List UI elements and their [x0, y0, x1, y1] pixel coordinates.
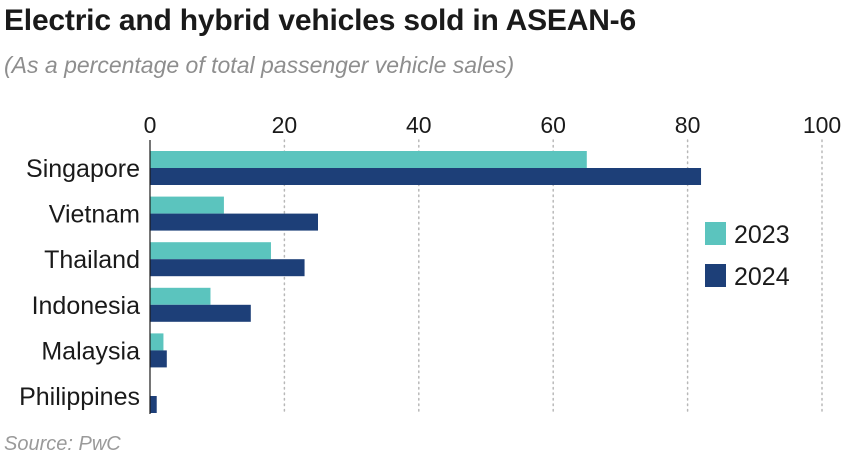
bar-malaysia-2024 — [150, 350, 167, 368]
bar-indonesia-2024 — [150, 304, 251, 322]
chart-title: Electric and hybrid vehicles sold in ASE… — [4, 4, 636, 37]
legend: 2023 2024 — [705, 221, 790, 291]
chart-subtitle: (As a percentage of total passenger vehi… — [4, 52, 515, 78]
gridlines — [283, 139, 823, 415]
bar-vietnam-2023 — [150, 196, 224, 214]
x-tick-label-40: 40 — [406, 112, 432, 138]
bar-malaysia-2023 — [150, 333, 164, 351]
bar-indonesia-2023 — [150, 287, 211, 305]
category-label-malaysia: Malaysia — [41, 337, 140, 365]
legend-label-2023: 2023 — [734, 221, 790, 249]
bar-thailand-2024 — [150, 259, 305, 277]
bar-singapore-2024 — [150, 168, 702, 185]
category-label-thailand: Thailand — [44, 246, 140, 274]
x-tick-label-60: 60 — [540, 112, 566, 138]
category-label-philippines: Philippines — [19, 383, 140, 411]
legend-swatch-2023 — [705, 222, 726, 245]
x-tick-label-100: 100 — [803, 112, 841, 138]
source-note: Source: PwC — [4, 433, 121, 455]
bar-philippines-2024 — [150, 396, 157, 413]
bar-vietnam-2024 — [150, 213, 318, 231]
category-label-vietnam: Vietnam — [49, 201, 140, 229]
bars — [150, 151, 702, 413]
legend-swatch-2024 — [705, 264, 726, 287]
bar-singapore-2023 — [150, 151, 587, 168]
category-labels: Singapore Vietnam Thailand Indonesia Malaysi… — [19, 155, 140, 411]
x-axis-ticks: 0 20 40 60 80 100 — [144, 112, 842, 138]
x-tick-label-80: 80 — [675, 112, 701, 138]
legend-label-2024: 2024 — [734, 263, 790, 291]
x-tick-label-20: 20 — [272, 112, 298, 138]
bar-thailand-2023 — [150, 242, 271, 260]
category-label-indonesia: Indonesia — [32, 292, 141, 320]
x-tick-label-0: 0 — [144, 112, 157, 138]
category-label-singapore: Singapore — [26, 155, 140, 183]
